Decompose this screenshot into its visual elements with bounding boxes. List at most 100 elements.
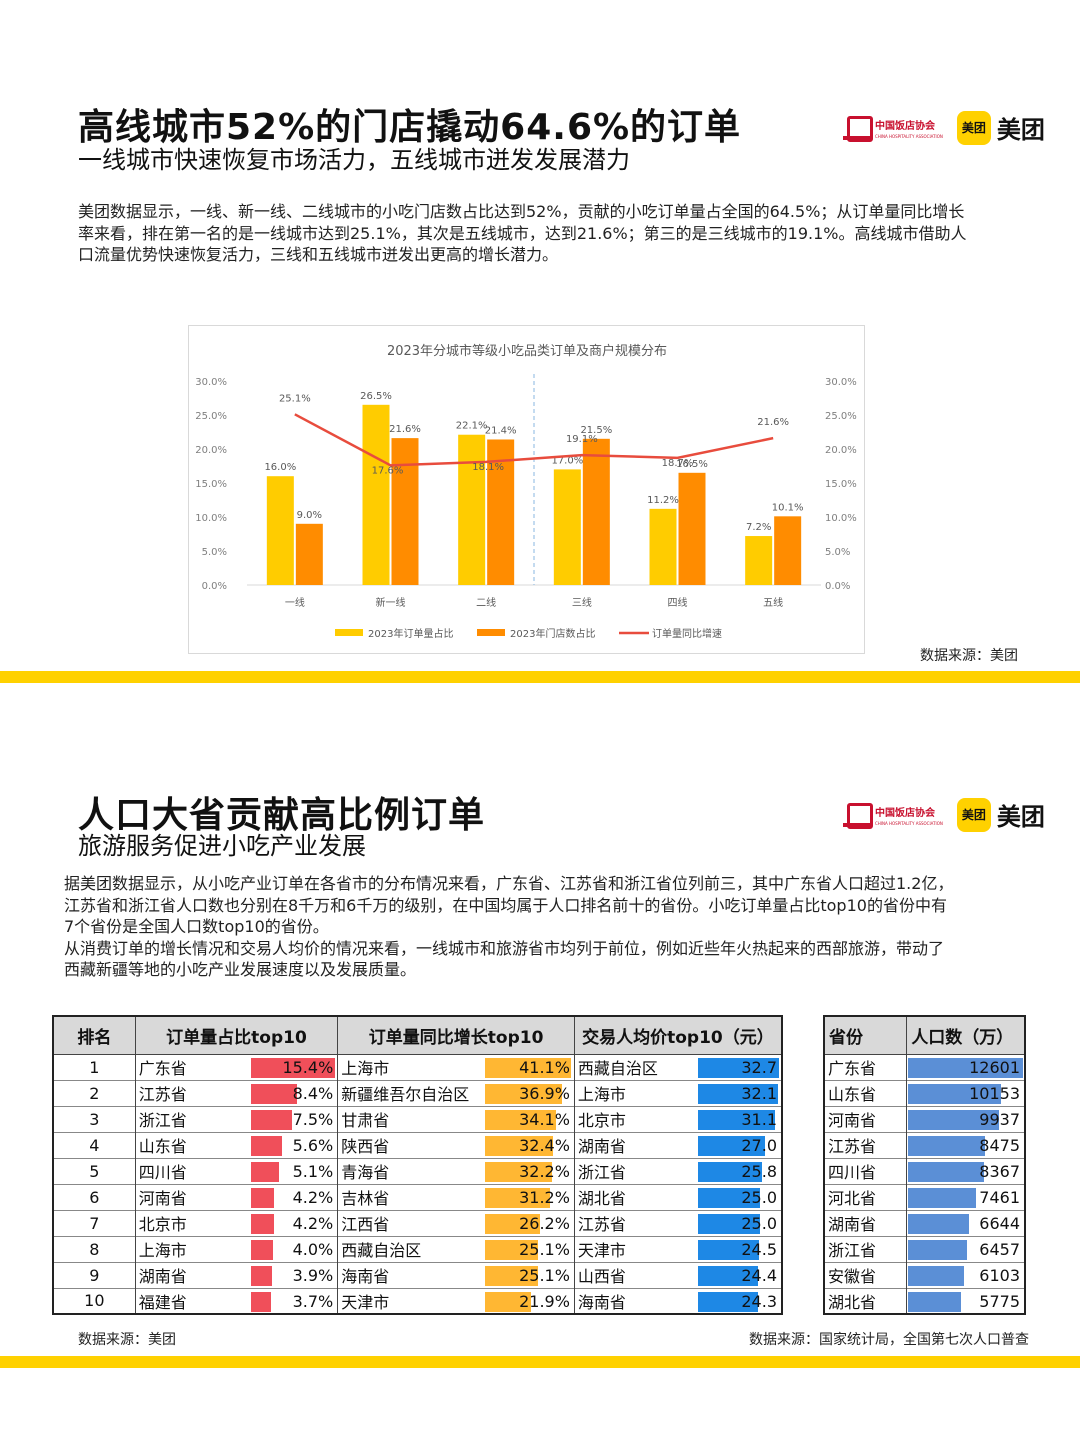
- bar-value-label: 21.5%: [580, 425, 612, 436]
- rank-cell: 10: [53, 1287, 136, 1314]
- table-row: 2 江苏省 8.4% 新疆维吾尔自治区 36.9% 上海市 32.1: [53, 1079, 783, 1106]
- price-value: 24.4: [741, 1265, 777, 1285]
- growth-bar: [485, 1083, 563, 1104]
- share-bar: [250, 1187, 274, 1208]
- y-tick-label-left: 15.0%: [195, 479, 227, 490]
- table-row: 9 湖南省 3.9% 海南省 25.1% 山西省 24.4: [53, 1261, 783, 1288]
- population-value-cell: 8475: [906, 1131, 1025, 1158]
- population-bar: [908, 1239, 968, 1260]
- population-row: 河南省 9937: [824, 1105, 1025, 1132]
- bar-value-label: 17.0%: [551, 455, 583, 466]
- population-row: 四川省 8367: [824, 1157, 1025, 1184]
- x-tick-label: 四线: [668, 596, 688, 609]
- population-value: 5775: [979, 1291, 1020, 1311]
- population-province-cell: 安徽省: [824, 1261, 908, 1288]
- growth-province-cell: 江西省: [337, 1209, 485, 1236]
- x-tick-label: 新一线: [376, 596, 406, 609]
- chart-bar: [458, 434, 486, 585]
- price-bar: [697, 1213, 760, 1234]
- growth-value: 36.9%: [519, 1083, 570, 1103]
- price-bar: [697, 1291, 758, 1312]
- population-value-cell: 5775: [906, 1287, 1025, 1314]
- price-value-cell: 31.1: [696, 1105, 783, 1132]
- association-name: 中国饭店协会: [875, 120, 935, 132]
- price-value-cell: 25.8: [696, 1157, 783, 1184]
- growth-value-cell: 25.1%: [484, 1235, 575, 1262]
- chart-container: 2023年分城市等级小吃品类订单及商户规模分布 0.0% 0.0% 5.0% 5.0% 1…: [188, 325, 865, 654]
- population-value-cell: 6103: [906, 1261, 1025, 1288]
- share-value-cell: 5.1%: [249, 1157, 339, 1184]
- table-source-left: 数据来源：美团: [78, 1332, 176, 1348]
- share-value-cell: 15.4%: [249, 1053, 339, 1080]
- chart-bar: [553, 469, 581, 585]
- population-row: 广东省 12601: [824, 1053, 1025, 1080]
- growth-value-cell: 36.9%: [484, 1079, 575, 1106]
- price-value: 25.0: [741, 1187, 777, 1207]
- hospitality-association-logo: 中国饭店协会 CHINA HOSPITALITY ASSOCIATION: [843, 801, 943, 829]
- table-row: 3 浙江省 7.5% 甘肃省 34.1% 北京市 31.1: [53, 1105, 783, 1132]
- price-province-cell: 上海市: [574, 1079, 697, 1106]
- chart-bar: [295, 523, 323, 585]
- population-value: 7461: [979, 1187, 1020, 1207]
- price-bar: [697, 1187, 760, 1208]
- chart-bar: [266, 476, 294, 585]
- legend-label: 订单量同比增速: [652, 627, 722, 640]
- meituan-badge-icon: 美团: [956, 110, 991, 145]
- population-row: 浙江省 6457: [824, 1235, 1025, 1262]
- growth-province-cell: 青海省: [337, 1157, 485, 1184]
- chart-bar: [362, 404, 390, 585]
- growth-bar: [485, 1161, 553, 1182]
- growth-bar: [485, 1057, 572, 1078]
- legend-label: 2023年订单量占比: [368, 627, 453, 640]
- y-tick-label-right: 20.0%: [825, 445, 857, 456]
- table-row: 10 福建省 3.7% 天津市 21.9% 海南省 24.3: [53, 1287, 783, 1314]
- population-province-cell: 江苏省: [824, 1131, 908, 1158]
- chart-source: 数据来源：美团: [920, 648, 1018, 664]
- bar-value-label: 7.2%: [746, 522, 771, 533]
- population-value-cell: 10153: [906, 1079, 1025, 1106]
- share-value-cell: 4.2%: [249, 1183, 339, 1210]
- price-value-cell: 25.0: [696, 1209, 783, 1236]
- population-province-cell: 广东省: [824, 1053, 908, 1080]
- price-bar: [697, 1265, 758, 1286]
- population-row: 河北省 7461: [824, 1183, 1025, 1210]
- growth-bar: [485, 1291, 532, 1312]
- share-province-cell: 福建省: [135, 1287, 250, 1314]
- price-province-cell: 江苏省: [574, 1209, 697, 1236]
- share-value: 7.5%: [292, 1109, 334, 1129]
- growth-line: [294, 413, 774, 467]
- price-value: 27.0: [741, 1135, 777, 1155]
- table-row: 1 广东省 15.4% 上海市 41.1% 西藏自治区 32.7: [53, 1053, 783, 1080]
- y-tick-label-left: 25.0%: [195, 411, 227, 422]
- y-tick-label-right: 10.0%: [825, 513, 857, 524]
- share-value-cell: 4.0%: [249, 1235, 339, 1262]
- price-province-cell: 浙江省: [574, 1157, 697, 1184]
- population-province-cell: 河北省: [824, 1183, 908, 1210]
- divider-bar-bottom: [0, 1356, 1080, 1368]
- province-ranking-table: 排名 订单量占比top10 订单量同比增长top10 交易人均价top10（元）…: [52, 1015, 783, 1315]
- price-value-cell: 27.0: [696, 1131, 783, 1158]
- price-value-cell: 24.3: [696, 1287, 783, 1314]
- growth-value: 26.2%: [519, 1213, 570, 1233]
- share-province-cell: 河南省: [135, 1183, 250, 1210]
- population-value: 8475: [979, 1135, 1020, 1155]
- logo-group: 中国饭店协会 CHINA HOSPITALITY ASSOCIATION 美团 …: [843, 797, 1045, 832]
- header-province: 省份: [823, 1015, 908, 1055]
- rank-cell: 8: [53, 1235, 136, 1262]
- hospitality-association-logo: 中国饭店协会 CHINA HOSPITALITY ASSOCIATION: [843, 114, 943, 142]
- population-value: 6457: [979, 1239, 1020, 1259]
- growth-bar: [485, 1187, 551, 1208]
- growth-province-cell: 陕西省: [337, 1131, 485, 1158]
- population-bar: [908, 1057, 1024, 1078]
- population-value: 8367: [979, 1161, 1020, 1181]
- population-value-cell: 7461: [906, 1183, 1025, 1210]
- share-value-cell: 5.6%: [249, 1131, 339, 1158]
- population-value-cell: 9937: [906, 1105, 1025, 1132]
- share-value: 3.7%: [292, 1291, 334, 1311]
- growth-value-cell: 21.9%: [484, 1287, 575, 1314]
- table-row: 8 上海市 4.0% 西藏自治区 25.1% 天津市 24.5: [53, 1235, 783, 1262]
- price-value-cell: 32.1: [696, 1079, 783, 1106]
- population-bar: [908, 1109, 1000, 1130]
- price-province-cell: 山西省: [574, 1261, 697, 1288]
- population-province-cell: 浙江省: [824, 1235, 908, 1262]
